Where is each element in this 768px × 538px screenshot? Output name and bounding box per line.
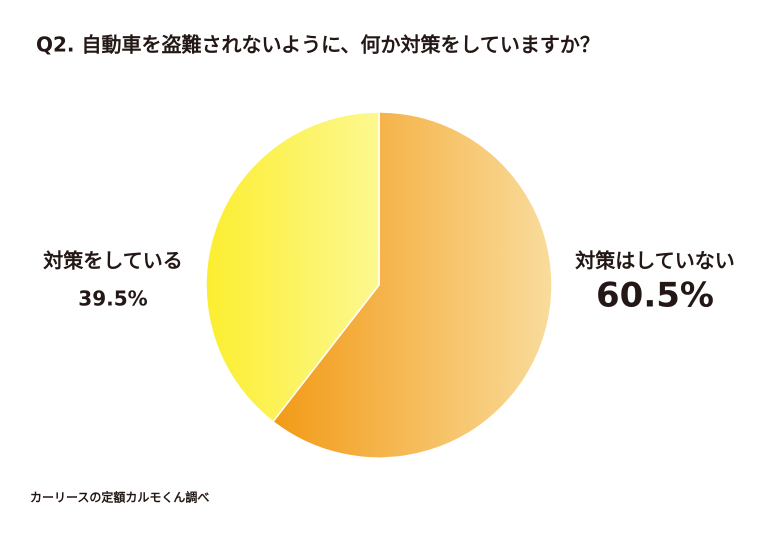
chart-title: Q2. 自動車を盗難されないように、何か対策をしていますか？ <box>36 33 600 57</box>
pie-slice <box>205 111 380 423</box>
slice-label: 対策はしていない <box>574 249 734 273</box>
value-label: 60.5% <box>596 276 714 316</box>
pie-slice <box>271 111 553 459</box>
slice-label: 対策をしている <box>42 249 182 273</box>
source-note: カーリースの定額カルモくん調べ <box>30 490 209 505</box>
value-label: 39.5% <box>78 287 147 311</box>
